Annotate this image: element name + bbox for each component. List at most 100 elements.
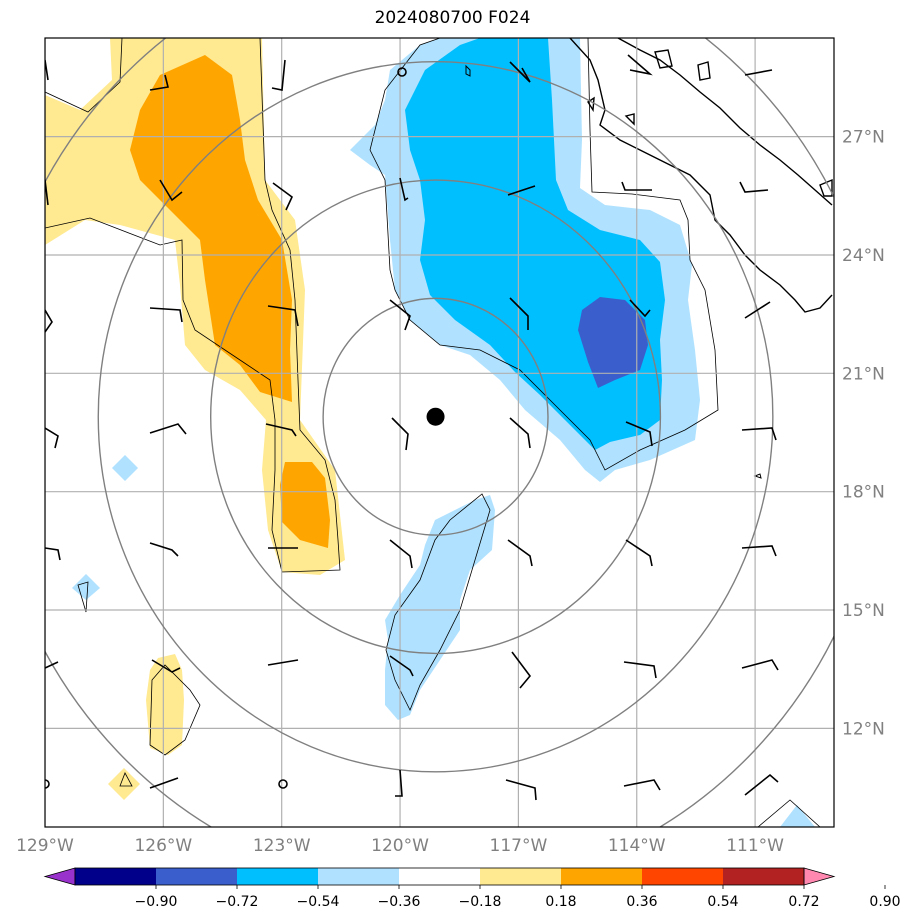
negative-anomaly-region — [72, 574, 100, 600]
wind-barb — [265, 423, 297, 437]
wind-barb — [389, 655, 414, 677]
colorbar-segment — [561, 868, 643, 885]
colorbar-segment — [399, 868, 481, 885]
colorbar-tick-label: −0.54 — [297, 894, 340, 910]
longitude-tick-label: 123°W — [253, 836, 311, 856]
positive-anomaly-region — [146, 654, 184, 755]
wind-barb — [395, 769, 403, 797]
calm-wind-marker — [397, 67, 407, 77]
colorbar-segment — [480, 868, 562, 885]
colorbar-extend-low — [43, 867, 76, 886]
longitude-tick-label: 126°W — [134, 836, 192, 856]
wind-barb — [389, 539, 413, 569]
colorbar-tick-label: 0.18 — [545, 894, 576, 910]
longitude-tick-label: 111°W — [726, 836, 784, 856]
colorbar-extend-high — [803, 867, 836, 886]
calm-wind-marker — [45, 779, 50, 789]
anomaly-fill-layer — [45, 38, 815, 827]
contour-line — [385, 493, 491, 711]
coastline-mainland — [617, 38, 833, 206]
longitude-tick-label: 120°W — [371, 836, 429, 856]
wind-barb — [149, 307, 183, 323]
island — [465, 64, 471, 77]
wind-barb — [267, 659, 299, 666]
contour-line — [369, 38, 719, 471]
colorbar-frame — [74, 867, 805, 886]
island — [697, 61, 711, 81]
positive-anomaly-core — [280, 462, 330, 548]
colorbar-segment — [156, 868, 238, 885]
colorbar-tick-label: −0.36 — [378, 894, 421, 910]
wind-barb — [509, 61, 531, 83]
longitude-tick-label: 129°W — [16, 836, 74, 856]
wind-barb — [45, 427, 59, 449]
wind-barb — [391, 417, 409, 451]
wind-barb — [507, 539, 533, 567]
wind-barb — [149, 74, 169, 91]
latitude-tick-label: 27°N — [842, 128, 885, 148]
storm-center-marker — [426, 407, 445, 426]
wind-barb — [45, 309, 53, 333]
negative-anomaly-region — [385, 495, 495, 720]
island — [819, 178, 833, 197]
wind-barb — [623, 661, 657, 679]
negative-anomaly-region — [780, 805, 815, 827]
wind-barbs — [45, 54, 779, 801]
range-ring — [322, 297, 549, 536]
island — [624, 113, 635, 126]
colorbar-tick-label: 0.36 — [626, 894, 657, 910]
wind-barb — [45, 661, 59, 669]
chart-title: 2024080700 F024 — [374, 8, 531, 28]
range-ring — [97, 60, 774, 773]
wind-barb — [505, 779, 537, 801]
contour-line — [757, 799, 821, 827]
colorbar-tick-label: 0.90 — [869, 894, 900, 910]
wind-barb — [625, 421, 653, 447]
colorbar-tick-label: 0.72 — [788, 894, 819, 910]
contour-line — [119, 772, 133, 787]
wind-barb — [741, 427, 777, 441]
colorbar-segment — [723, 868, 805, 885]
wind-barb — [507, 185, 536, 196]
wind-barb — [151, 659, 181, 673]
wind-barb — [741, 545, 777, 557]
latitude-tick-label: 24°N — [842, 246, 885, 266]
latitude-labels: 12°N 15°N 18°N 21°N 24°N 27°N — [842, 128, 885, 740]
negative-anomaly-core — [405, 38, 665, 450]
positive-anomaly-region — [45, 38, 345, 575]
negative-anomaly-region — [112, 455, 138, 481]
wind-barb — [741, 659, 779, 671]
longitude-tick-label: 114°W — [608, 836, 666, 856]
wind-barb — [149, 423, 187, 435]
wind-barb — [389, 299, 411, 331]
wind-barb — [744, 773, 779, 796]
colorbar-tick-label: −0.90 — [135, 894, 178, 910]
island — [753, 473, 762, 479]
wind-barb — [271, 59, 286, 91]
wind-barb — [621, 181, 652, 191]
positive-anomaly-core — [130, 55, 292, 402]
range-rings — [45, 38, 834, 827]
wind-barb — [272, 182, 293, 211]
range-ring — [209, 179, 662, 655]
plot-frame — [44, 37, 835, 828]
wind-barb — [744, 301, 771, 319]
positive-anomaly-region — [108, 768, 140, 800]
island — [654, 49, 673, 69]
colorbar-segment — [318, 868, 400, 885]
contour-line — [149, 664, 201, 756]
wind-barb — [509, 297, 529, 330]
wind-barb — [629, 299, 651, 318]
wind-barb — [627, 54, 653, 76]
colorbar-segment — [642, 868, 724, 885]
latitude-tick-label: 12°N — [842, 719, 885, 739]
colorbar-tick-label: −0.72 — [216, 894, 259, 910]
latitude-tick-label: 21°N — [842, 364, 885, 384]
wind-barb — [149, 777, 179, 789]
calm-wind-marker — [278, 779, 288, 789]
wind-barb — [267, 305, 299, 327]
wind-barb — [623, 779, 661, 791]
wind-barb — [159, 179, 183, 202]
colorbar: −0.90 −0.72 −0.54 −0.36 −0.18 0.18 0.36 0.54 0.7… — [43, 867, 901, 910]
